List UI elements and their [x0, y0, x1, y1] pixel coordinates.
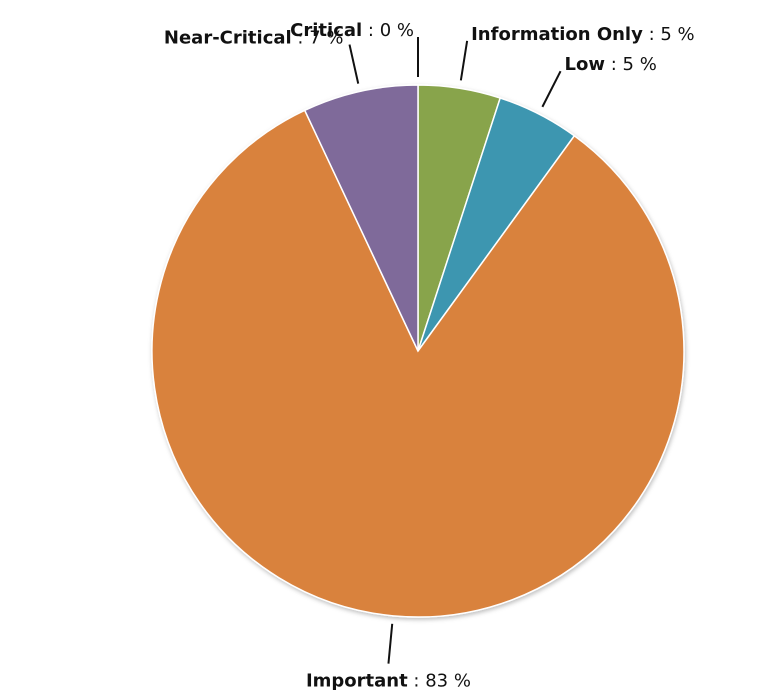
- slice-label: Near-Critical : 7 %: [164, 28, 344, 49]
- slice-name: Near-Critical: [164, 28, 292, 49]
- slice-value: 5 %: [623, 54, 657, 75]
- slice-value: 0 %: [380, 20, 414, 41]
- labels: Critical : 0 % Information Only : 5 %Low …: [164, 20, 695, 692]
- pie: [151, 84, 685, 618]
- pie-slice: [151, 109, 685, 618]
- leader-line: [541, 70, 562, 108]
- slice-label: Information Only : 5 %: [471, 24, 695, 45]
- slice-name: Low: [565, 54, 605, 75]
- slice-name: Information Only: [471, 24, 643, 45]
- label-separator: :: [643, 24, 661, 45]
- slice-label: Critical : 0 %: [290, 20, 414, 41]
- leader-line: [348, 44, 360, 84]
- label-separator: :: [292, 28, 310, 49]
- leader-line: [459, 40, 469, 81]
- slice-value: 7 %: [309, 28, 343, 49]
- label-separator: :: [605, 54, 623, 75]
- slice-name: Important: [306, 671, 408, 692]
- pie-slice: [303, 84, 419, 352]
- slice-value: 83 %: [425, 671, 471, 692]
- slice-name: Critical: [290, 20, 362, 41]
- label-separator: :: [362, 20, 380, 41]
- leader-line: [387, 623, 394, 664]
- label-separator: :: [408, 671, 426, 692]
- slice-value: 5 %: [660, 24, 694, 45]
- slice-label: Low : 5 %: [565, 54, 657, 75]
- slice-label: Important : 83 %: [306, 671, 471, 692]
